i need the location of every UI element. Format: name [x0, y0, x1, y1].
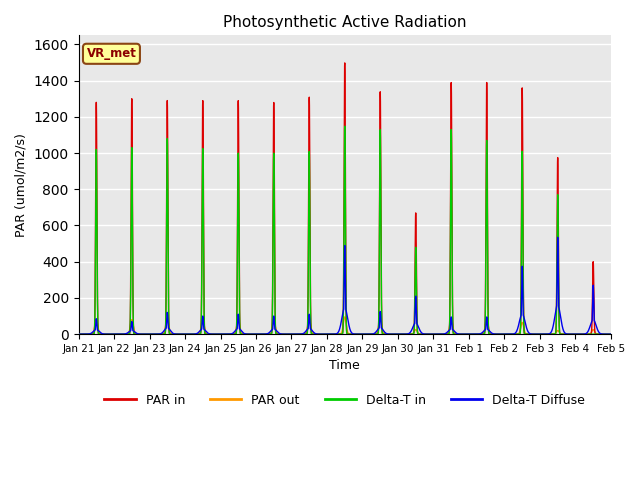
- Title: Photosynthetic Active Radiation: Photosynthetic Active Radiation: [223, 15, 467, 30]
- Text: VR_met: VR_met: [86, 48, 136, 60]
- X-axis label: Time: Time: [330, 360, 360, 372]
- Y-axis label: PAR (umol/m2/s): PAR (umol/m2/s): [15, 133, 28, 237]
- Legend: PAR in, PAR out, Delta-T in, Delta-T Diffuse: PAR in, PAR out, Delta-T in, Delta-T Dif…: [99, 389, 590, 411]
